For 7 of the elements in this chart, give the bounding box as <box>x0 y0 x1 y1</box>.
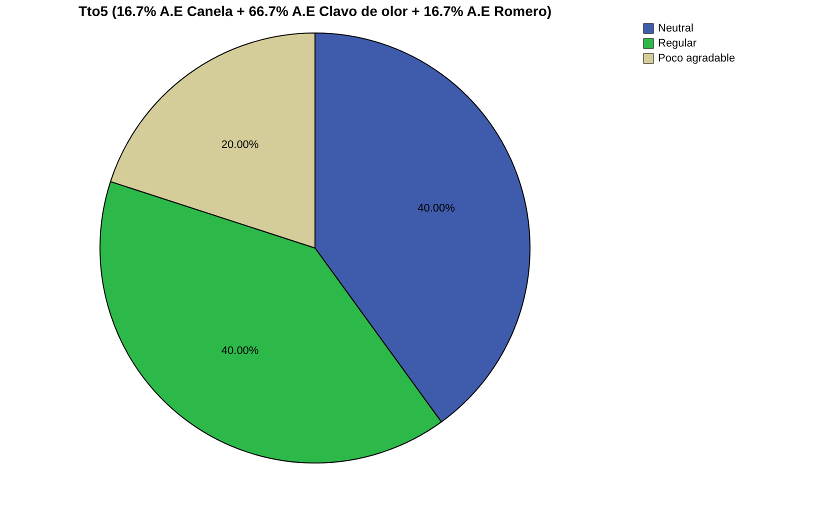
data-label: 40.00% <box>418 202 456 215</box>
legend-label: Neutral <box>658 22 694 34</box>
legend-label: Poco agradable <box>658 52 736 64</box>
data-label: 40.00% <box>221 345 259 358</box>
legend-label: Regular <box>658 38 697 50</box>
chart-title: Tto5 (16.7% A.E Canela + 66.7% A.E Clavo de olor + 16.7% A.E Romero) <box>78 3 552 19</box>
data-label: 20.00% <box>221 138 259 151</box>
